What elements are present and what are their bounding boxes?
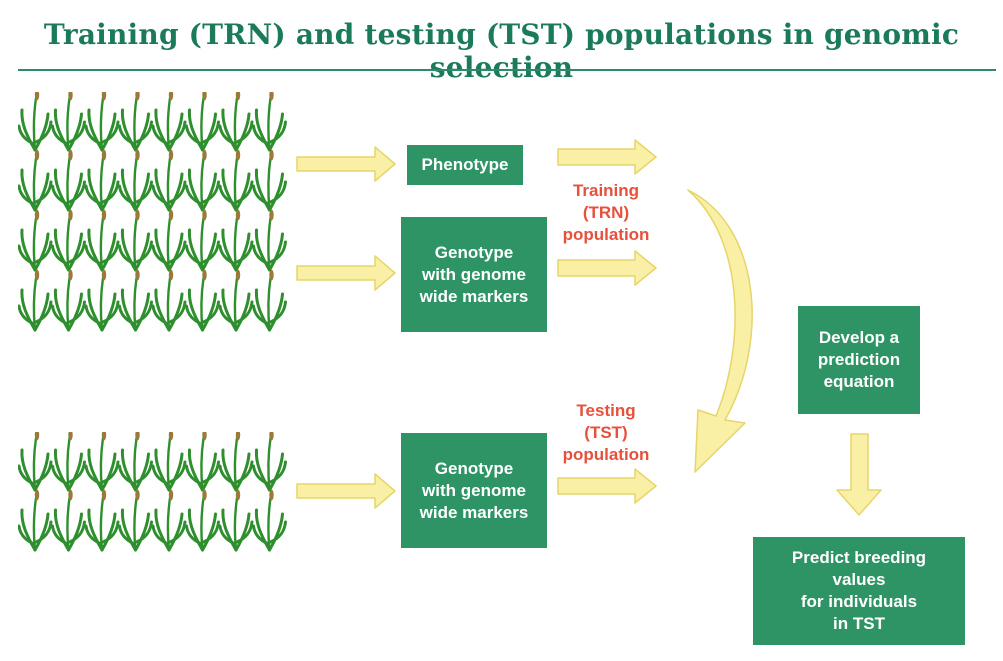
plant-icon — [118, 149, 153, 212]
phenotype-box: Phenotype — [407, 145, 523, 185]
plant-icon — [51, 269, 86, 332]
arrow-plants-to-genotype-trn — [296, 255, 396, 291]
arrow-genotype-trn-out — [557, 250, 657, 286]
plant-icon — [84, 489, 120, 552]
plant-icon — [84, 269, 120, 332]
plant-icon — [185, 149, 220, 212]
arrow-genotype-tst-out — [557, 468, 657, 504]
plant-icon — [218, 92, 254, 152]
predict-values-box: Predict breeding values for individuals … — [753, 537, 965, 645]
plant-icon — [151, 149, 187, 212]
plant-icon — [185, 209, 220, 272]
plant-icon — [84, 92, 120, 152]
plant-icon — [18, 92, 53, 152]
plant-icon — [51, 209, 86, 272]
testing-plants-grid — [18, 432, 287, 552]
plant-icon — [118, 92, 153, 152]
plant-icon — [51, 489, 86, 552]
plant-icon — [18, 209, 53, 272]
arrow-develop-to-predict — [836, 433, 882, 516]
plant-icon — [51, 92, 86, 152]
genotype-testing-box: Genotype with genome wide markers — [401, 433, 547, 548]
plant-icon — [218, 432, 254, 492]
plant-icon — [218, 489, 254, 552]
plant-icon — [151, 209, 187, 272]
plant-icon — [18, 432, 53, 492]
develop-equation-box: Develop a prediction equation — [798, 306, 920, 414]
plant-icon — [18, 489, 53, 552]
plant-icon — [51, 432, 86, 492]
plant-icon — [151, 489, 187, 552]
arrow-plants-to-genotype-tst — [296, 473, 396, 509]
plant-icon — [218, 269, 254, 332]
title-underline — [18, 69, 996, 71]
plant-icon — [151, 92, 187, 152]
plant-icon — [84, 149, 120, 212]
plant-icon — [84, 209, 120, 272]
plant-icon — [118, 269, 153, 332]
arrow-plants-to-phenotype — [296, 146, 396, 182]
page-title: Training (TRN) and testing (TST) populat… — [43, 18, 960, 84]
plant-icon — [218, 209, 254, 272]
plant-icon — [252, 209, 287, 272]
plant-icon — [185, 489, 220, 552]
plant-icon — [84, 432, 120, 492]
arrow-phenotype-out — [557, 139, 657, 175]
training-population-label: Training (TRN) population — [562, 181, 650, 244]
plant-icon — [18, 149, 53, 212]
plant-icon — [18, 269, 53, 332]
training-plants-grid — [18, 92, 287, 332]
plant-icon — [118, 209, 153, 272]
plant-icon — [252, 149, 287, 212]
plant-icon — [252, 432, 287, 492]
plant-icon — [118, 489, 153, 552]
genotype-training-box: Genotype with genome wide markers — [401, 217, 547, 332]
plant-icon — [51, 149, 86, 212]
plant-icon — [218, 149, 254, 212]
plant-icon — [185, 432, 220, 492]
testing-population-label: Testing (TST) population — [562, 401, 650, 464]
arrow-curved-to-testing — [687, 189, 753, 473]
plant-icon — [252, 92, 287, 152]
plant-icon — [185, 92, 220, 152]
plant-icon — [252, 269, 287, 332]
plant-icon — [151, 269, 187, 332]
plant-icon — [151, 432, 187, 492]
plant-icon — [252, 489, 287, 552]
plant-icon — [118, 432, 153, 492]
plant-icon — [185, 269, 220, 332]
